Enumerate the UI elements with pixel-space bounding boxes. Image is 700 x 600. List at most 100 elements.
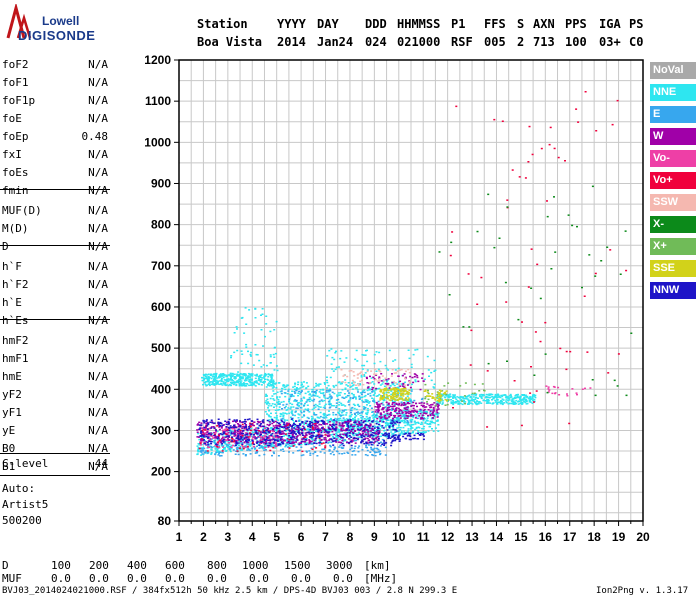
data-point: [400, 412, 402, 415]
data-point: [524, 395, 527, 397]
autoscaling-line3: 500200: [2, 514, 42, 527]
data-point: [281, 387, 283, 390]
data-point: [372, 454, 375, 457]
data-point: [213, 422, 216, 424]
data-point: [394, 439, 397, 442]
data-point: [424, 383, 427, 386]
data-point: [423, 425, 426, 428]
data-point: [205, 385, 208, 387]
data-point: [201, 427, 204, 429]
data-point: [222, 429, 225, 432]
data-point: [391, 433, 394, 435]
data-point: [230, 437, 233, 439]
data-point: [439, 396, 442, 398]
data-point: [415, 421, 418, 424]
data-point: [390, 435, 393, 437]
data-point: [283, 421, 286, 424]
data-point: [224, 382, 227, 384]
data-point: [485, 402, 488, 404]
data-point: [514, 395, 517, 397]
header-label-7: S: [517, 17, 525, 31]
data-point: [241, 449, 244, 451]
data-point: [222, 436, 224, 438]
data-point: [400, 393, 403, 396]
data-point: [253, 432, 256, 435]
data-point: [366, 410, 369, 412]
data-point: [252, 364, 255, 366]
data-point: [403, 407, 406, 409]
data-point: [387, 403, 390, 405]
data-point: [295, 440, 297, 442]
data-point: [252, 440, 255, 443]
data-point: [373, 434, 376, 437]
data-point: [288, 412, 291, 415]
data-point: [292, 386, 295, 388]
data-point: [361, 440, 364, 443]
data-point: [275, 415, 278, 417]
data-point: [347, 382, 350, 384]
data-point: [351, 431, 354, 434]
data-point: [382, 434, 385, 436]
data-point: [421, 427, 424, 430]
data-point: [228, 374, 231, 376]
data-point: [320, 438, 323, 441]
data-point: [525, 403, 528, 405]
data-point: [396, 427, 399, 429]
data-point: [207, 422, 210, 425]
data-point: [278, 403, 281, 405]
data-point: [351, 450, 354, 453]
data-point: [335, 399, 338, 401]
data-point: [433, 402, 436, 404]
data-point: [338, 422, 341, 424]
data-point: [518, 400, 521, 402]
data-point: [326, 414, 329, 416]
data-point: [324, 446, 327, 449]
data-point: [299, 427, 302, 429]
data-point: [245, 441, 248, 443]
data-point: [408, 424, 411, 426]
data-point: [337, 417, 340, 420]
data-point: [395, 390, 398, 393]
data-point: [355, 439, 358, 442]
data-point: [230, 433, 233, 435]
data-point: [260, 378, 263, 381]
data-point: [327, 426, 330, 429]
data-point: [430, 406, 433, 408]
data-point: [318, 401, 321, 403]
data-point: [275, 427, 278, 429]
data-point: [395, 396, 398, 399]
data-point: [309, 430, 312, 433]
data-point: [266, 398, 269, 400]
data-point: [391, 373, 393, 375]
data-point: [278, 431, 281, 433]
data-point: [261, 420, 264, 422]
data-point: [391, 409, 393, 411]
data-point: [255, 427, 257, 429]
data-point: [375, 351, 378, 353]
data-point: [242, 453, 245, 455]
param-name: foF2: [2, 58, 29, 71]
data-point: [311, 427, 314, 430]
data-point: [264, 432, 267, 434]
data-point: [250, 433, 253, 435]
data-point: [268, 444, 271, 447]
data-point: [201, 376, 204, 379]
data-point: [312, 452, 315, 455]
data-point: [283, 419, 286, 421]
data-point: [407, 399, 409, 401]
data-point: [409, 398, 412, 401]
x-tick-label: 13: [465, 530, 479, 544]
header-label-1: YYYY: [277, 17, 306, 31]
data-point: [339, 383, 342, 385]
data-point: [324, 445, 327, 447]
data-point: [569, 350, 572, 353]
data-point: [260, 384, 263, 386]
data-point: [305, 437, 308, 440]
data-point: [285, 423, 288, 425]
data-point: [388, 422, 391, 425]
data-point: [270, 439, 273, 441]
data-point: [224, 441, 227, 443]
data-point: [201, 438, 204, 440]
data-point: [200, 448, 203, 450]
data-point: [299, 428, 302, 431]
